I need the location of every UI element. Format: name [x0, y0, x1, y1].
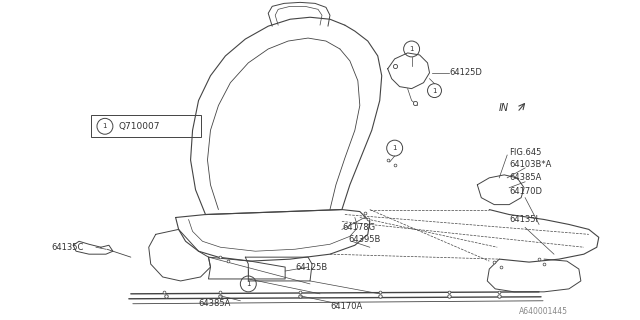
Text: 1: 1 — [432, 88, 436, 94]
Text: 64178G: 64178G — [342, 223, 375, 232]
Text: 64170A: 64170A — [330, 302, 362, 311]
Text: Q710007: Q710007 — [119, 122, 161, 131]
Text: IN: IN — [499, 103, 509, 114]
Text: 64170D: 64170D — [509, 187, 542, 196]
Text: 64103B*A: 64103B*A — [509, 160, 552, 170]
Text: 64125D: 64125D — [449, 68, 483, 77]
Text: A640001445: A640001445 — [519, 307, 568, 316]
Text: 64125B: 64125B — [295, 263, 327, 272]
Text: 64395B: 64395B — [348, 235, 380, 244]
Text: 64385A: 64385A — [198, 299, 231, 308]
Text: 64135C: 64135C — [51, 243, 84, 252]
Text: 1: 1 — [410, 46, 414, 52]
Text: FIG.645: FIG.645 — [509, 148, 541, 156]
Text: 1: 1 — [102, 123, 107, 129]
Text: 1: 1 — [246, 281, 251, 287]
Text: 1: 1 — [392, 145, 397, 151]
Text: 64135I: 64135I — [509, 215, 538, 224]
Text: 64385A: 64385A — [509, 173, 541, 182]
